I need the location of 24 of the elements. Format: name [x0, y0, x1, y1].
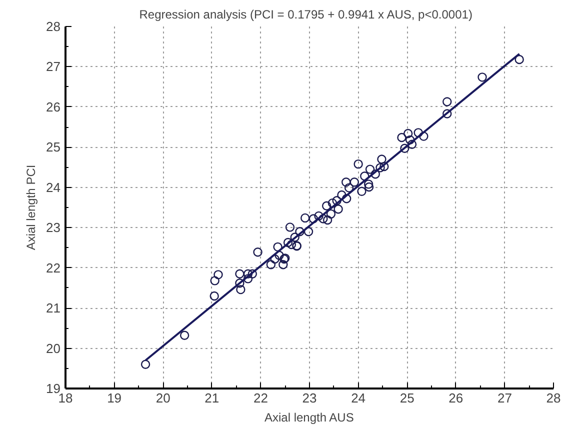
x-tick-label: 22 [253, 390, 268, 406]
y-tick-label: 27 [46, 59, 61, 74]
y-tick-label: 23 [46, 220, 61, 236]
y-tick-label: 25 [46, 140, 61, 155]
y-tick-label: 26 [46, 99, 61, 114]
x-tick-label: 19 [107, 390, 122, 406]
x-tick-label: 21 [204, 390, 220, 406]
y-tick-label: 20 [46, 340, 61, 356]
y-tick-label: 22 [46, 260, 61, 276]
x-tick-label: 27 [497, 390, 512, 406]
x-tick-label: 26 [448, 390, 464, 406]
x-tick-label: 25 [400, 390, 414, 406]
x-tick-label: 24 [351, 390, 366, 406]
x-tick-label: 23 [302, 390, 317, 406]
y-tick-label: 24 [46, 180, 61, 195]
y-axis-title: Axial length PCI [24, 164, 38, 250]
x-axis-title: Axial length AUS [264, 410, 354, 424]
x-tick-label: 28 [546, 390, 561, 406]
x-tick-label: 20 [156, 390, 170, 406]
y-tick-label: 19 [46, 381, 61, 396]
chart-title: Regression analysis (PCI = 0.1795 + 0.9941 x AUS, p<0.0001) [139, 8, 472, 22]
x-tick-label: 18 [58, 390, 73, 406]
y-tick-label: 28 [46, 19, 61, 34]
y-tick-label: 21 [46, 300, 61, 316]
